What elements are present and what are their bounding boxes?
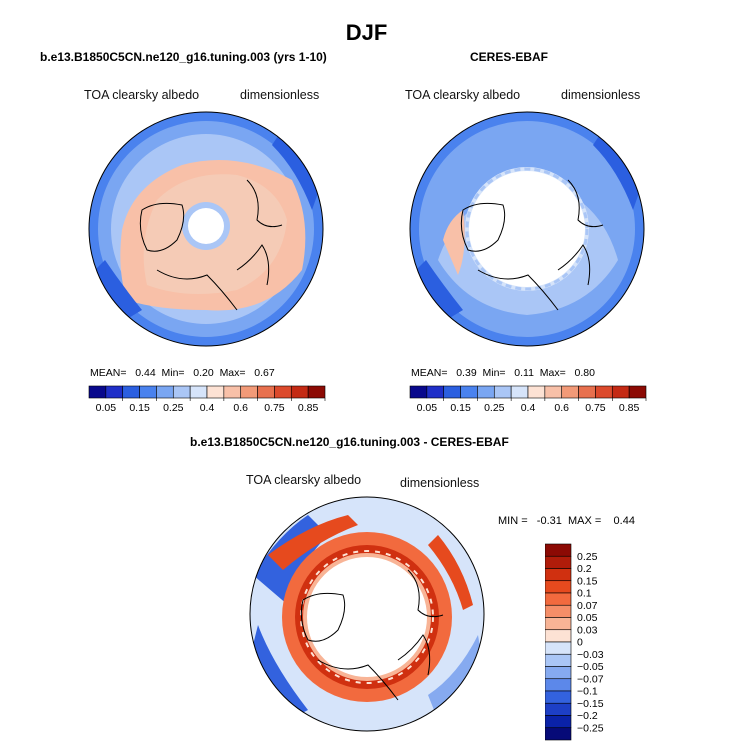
colorbar-swatch [545,617,572,631]
colorbar-tick-label: 0.15 [577,575,598,587]
panel-3-stats: MIN = -0.31 MAX = 0.44 [498,515,635,527]
colorbar-swatch [545,653,572,667]
colorbar-tick-label: −0.1 [577,686,598,698]
colorbar-swatch [290,385,309,399]
panel-1-polar-map [88,111,324,347]
colorbar-swatch [172,385,191,399]
colorbar-swatch [545,702,572,716]
colorbar-swatch [443,385,461,399]
colorbar-swatch [544,385,563,399]
colorbar-tick-label: −0.15 [577,698,604,710]
colorbar-swatch [628,385,647,399]
colorbar-swatch [545,641,572,655]
colorbar-swatch [105,385,124,399]
colorbar-tick-label: 0.6 [554,402,569,414]
colorbar-tick-label: 0.4 [200,402,215,414]
colorbar-swatch [527,385,546,399]
figure-title: DJF [345,20,388,45]
colorbar-swatch [189,385,208,399]
colorbar-swatch [545,678,572,692]
colorbar-tick-label: −0.25 [577,722,604,734]
colorbar-swatch [545,690,572,704]
colorbar-swatch [88,385,107,399]
colorbar-tick-label: 0.75 [264,402,285,414]
panel-3-colorbar: 0.250.20.150.10.070.050.030−0.03−0.05−0.… [545,543,604,741]
colorbar-tick-label: −0.2 [577,710,598,722]
colorbar-swatch [223,385,242,399]
colorbar-swatch [545,592,572,606]
panel-3-title: b.e13.B1850C5CN.ne120_g16.tuning.003 - C… [190,435,509,449]
colorbar-swatch [139,385,157,399]
colorbar-swatch [206,385,225,399]
colorbar-tick-label: −0.05 [577,661,604,673]
colorbar-tick-label: 0.05 [577,612,598,624]
colorbar-tick-label: 0.25 [163,402,184,414]
panel-3-field-label: TOA clearsky albedo [246,473,362,487]
colorbar-swatch [545,568,572,582]
panel-1-title: b.e13.B1850C5CN.ne120_g16.tuning.003 (yr… [40,50,327,64]
colorbar-swatch [426,385,445,399]
panel-2-units-label: dimensionless [561,88,641,102]
colorbar-swatch [510,385,529,399]
colorbar-swatch [240,385,258,399]
colorbar-tick-label: 0.03 [577,624,598,636]
colorbar-tick-label: 0.15 [129,402,150,414]
panel-2-polar-map [409,111,645,347]
colorbar-swatch [545,727,572,741]
colorbar-tick-label: 0.25 [577,551,598,563]
colorbar-swatch [545,543,572,557]
panel-2-field-label: TOA clearsky albedo [405,88,521,102]
colorbar-swatch [307,385,326,399]
panel-2-colorbar: 0.050.150.250.40.60.750.850.95 [409,385,647,414]
colorbar-tick-label: 0.15 [450,402,471,414]
colorbar-swatch [477,385,495,399]
colorbar-tick-label: 0.85 [619,402,640,414]
colorbar-swatch [122,385,140,399]
colorbar-swatch [409,385,428,399]
colorbar-swatch [595,385,613,399]
colorbar-tick-label: 0.4 [521,402,536,414]
colorbar-tick-label: −0.03 [577,649,604,661]
panel-3-units-label: dimensionless [400,476,480,490]
colorbar-swatch [545,629,572,643]
colorbar-tick-label: 0.25 [484,402,505,414]
panel-2-stats: MEAN= 0.39 Min= 0.11 Max= 0.80 [411,367,595,379]
panel-1-field-label: TOA clearsky albedo [84,88,200,102]
colorbar-swatch [545,555,572,569]
panel-1-units-label: dimensionless [240,88,320,102]
colorbar-tick-label: 0.05 [417,402,438,414]
colorbar-swatch [611,385,630,399]
colorbar-swatch [156,385,174,399]
colorbar-tick-label: 0.1 [577,588,592,600]
colorbar-tick-label: 0.2 [577,563,592,575]
colorbar-swatch [545,580,572,594]
colorbar-swatch [274,385,292,399]
panel-2-title: CERES-EBAF [470,50,549,64]
panel-1-colorbar: 0.050.150.250.40.60.750.850.95 [88,385,326,414]
colorbar-swatch [545,666,572,680]
colorbar-swatch [493,385,512,399]
colorbar-tick-label: 0.05 [96,402,117,414]
colorbar-tick-label: −0.07 [577,673,604,685]
colorbar-swatch [545,715,572,729]
colorbar-swatch [257,385,275,399]
colorbar-tick-label: 0 [577,637,583,649]
colorbar-tick-label: 0.6 [233,402,248,414]
colorbar-tick-label: 0.07 [577,600,598,612]
colorbar-swatch [545,604,572,618]
colorbar-swatch [578,385,596,399]
panel-3-polar-map [249,496,485,732]
panel-1-stats: MEAN= 0.44 Min= 0.20 Max= 0.67 [90,367,275,379]
colorbar-swatch [561,385,579,399]
colorbar-swatch [460,385,478,399]
colorbar-tick-label: 0.75 [585,402,606,414]
colorbar-tick-label: 0.85 [298,402,319,414]
